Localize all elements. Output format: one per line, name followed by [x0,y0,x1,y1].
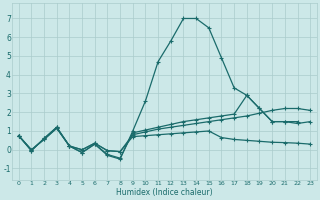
X-axis label: Humidex (Indice chaleur): Humidex (Indice chaleur) [116,188,213,197]
